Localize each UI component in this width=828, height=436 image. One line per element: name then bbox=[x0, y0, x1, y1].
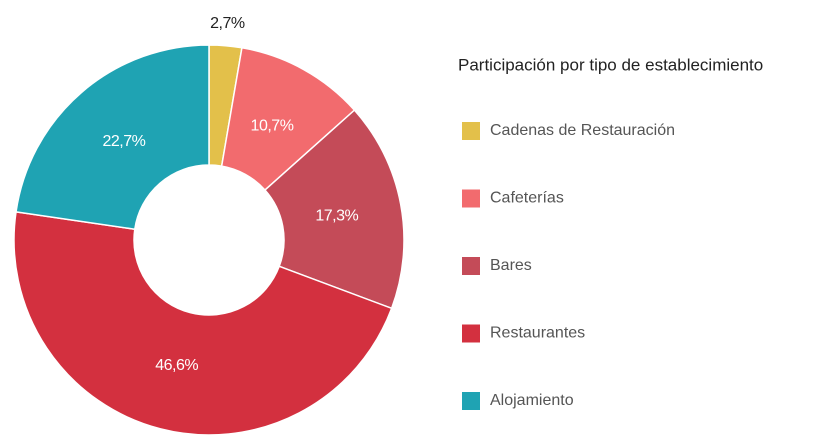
legend-label: Cadenas de Restauración bbox=[490, 122, 675, 139]
data-label: 10,7% bbox=[251, 117, 294, 134]
legend-swatch bbox=[462, 189, 480, 208]
data-label: 17,3% bbox=[315, 207, 358, 224]
data-label: 46,6% bbox=[155, 357, 198, 374]
legend-label: Restaurantes bbox=[490, 325, 585, 342]
legend-label: Bares bbox=[490, 257, 532, 274]
slice bbox=[263, 109, 405, 310]
slice bbox=[220, 46, 356, 192]
legend-swatch bbox=[462, 392, 480, 410]
data-label: 2,7% bbox=[210, 15, 245, 32]
data-label: 22,7% bbox=[103, 133, 146, 150]
legend-label: Cafeterías bbox=[490, 190, 564, 207]
legend-swatch bbox=[462, 324, 480, 343]
legend-label: Alojamiento bbox=[490, 392, 574, 409]
legend-swatch bbox=[462, 122, 480, 140]
legend-title: Participación por tipo de establecimient… bbox=[458, 55, 763, 74]
slice bbox=[15, 44, 210, 231]
legend-swatch bbox=[462, 257, 480, 275]
slice bbox=[13, 211, 393, 436]
